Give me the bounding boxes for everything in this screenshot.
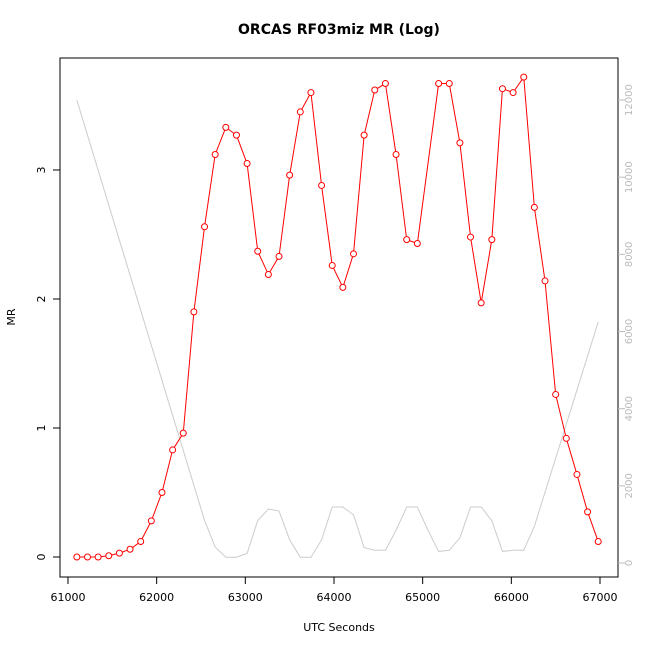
point (392, 150, 400, 158)
y2-tick-label: 6000 (624, 319, 635, 344)
point (158, 488, 166, 496)
plot-box (59, 57, 619, 578)
point (498, 85, 506, 93)
point (488, 236, 496, 244)
point (222, 123, 230, 131)
point (456, 139, 464, 147)
point (243, 160, 251, 168)
y-tick-label: 0 (35, 554, 48, 561)
point (584, 508, 592, 516)
y2-tick-label: 10000 (624, 161, 635, 193)
point (318, 181, 326, 189)
point (296, 108, 304, 116)
point (307, 89, 315, 97)
point (381, 80, 389, 88)
y-tick-label: 3 (35, 166, 48, 173)
point (169, 446, 177, 454)
point (371, 86, 379, 94)
point (445, 80, 453, 88)
point (360, 131, 368, 139)
point (94, 553, 102, 561)
y2-tick-label: 8000 (624, 242, 635, 267)
point (435, 80, 443, 88)
point (467, 233, 475, 241)
y2-tick-label: 2000 (624, 473, 635, 498)
point (286, 171, 294, 179)
x-tick-label: 61000 (50, 591, 85, 604)
x-axis-label: UTC Seconds (303, 621, 375, 634)
chart-title: ORCAS RF03miz MR (Log) (238, 22, 440, 38)
point (115, 549, 123, 557)
point (403, 236, 411, 244)
y-tick-label: 1 (35, 424, 48, 431)
point (552, 390, 560, 398)
point (264, 270, 272, 278)
point (232, 131, 240, 139)
point (541, 277, 549, 285)
point (147, 517, 155, 525)
point (126, 545, 134, 553)
point (328, 261, 336, 269)
point (211, 150, 219, 158)
point (339, 283, 347, 291)
point (573, 470, 581, 478)
y2-tick-label: 4000 (624, 396, 635, 421)
point (190, 308, 198, 316)
y2-tick-label: 12000 (624, 84, 635, 116)
point (201, 223, 209, 231)
point (413, 240, 421, 248)
x-tick-label: 64000 (316, 591, 351, 604)
point (594, 538, 602, 546)
x-tick-label: 63000 (228, 591, 263, 604)
point (137, 538, 145, 546)
point (254, 247, 262, 255)
y-tick-label: 2 (35, 295, 48, 302)
series-line (76, 75, 599, 558)
point (275, 252, 283, 260)
x-tick-label: 67000 (583, 591, 618, 604)
x-tick-label: 66000 (494, 591, 529, 604)
y-axis-label: MR (5, 308, 18, 325)
point (520, 73, 528, 81)
point (105, 552, 113, 560)
point (73, 553, 81, 561)
point (179, 429, 187, 437)
x-tick-label: 62000 (139, 591, 174, 604)
y2-tick-label: 0 (624, 560, 635, 566)
x-tick-label: 65000 (405, 591, 440, 604)
point (477, 299, 485, 307)
point (530, 203, 538, 211)
point (83, 553, 91, 561)
point (349, 250, 357, 258)
series-line (76, 99, 599, 558)
point (509, 89, 517, 97)
point (562, 434, 570, 442)
